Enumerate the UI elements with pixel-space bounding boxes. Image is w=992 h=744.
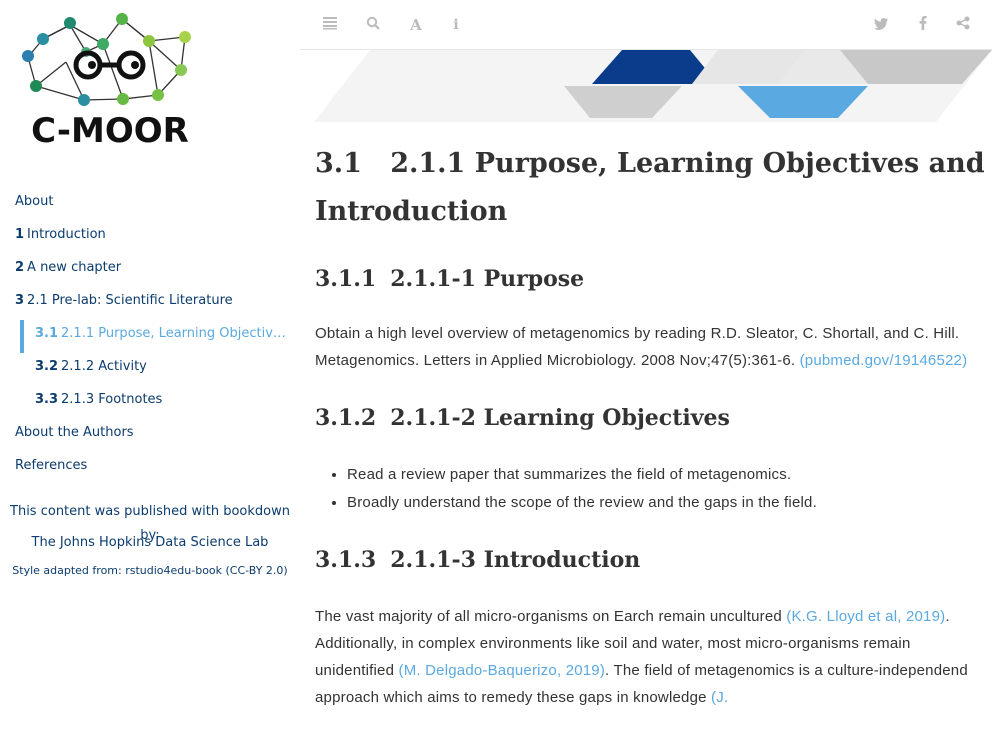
intro-text-c: . The field of metagenomics is a culture… — [315, 662, 968, 706]
toc-link[interactable]: About — [15, 194, 53, 209]
intro-text-b: . Additionally, in complex environments … — [315, 608, 950, 679]
objectives-list: Read a review paper that summarizes the … — [315, 461, 985, 517]
toc-number: 3.3 — [35, 392, 59, 407]
facebook-icon[interactable] — [913, 15, 933, 35]
toc-link[interactable]: 3.2 2.1.2 Activity — [35, 359, 147, 374]
toc-item[interactable]: References — [0, 452, 300, 485]
section-introduction-heading: 3.1.3 2.1.1-3 Introduction — [315, 547, 985, 573]
toc-label: References — [15, 458, 88, 473]
toc-item[interactable]: 3.1 2.1.1 Purpose, Learning Objectives ..… — [0, 320, 300, 353]
credits-published-by: This content was published with bookdown… — [10, 504, 290, 543]
citation-link[interactable]: (J. — [711, 689, 729, 706]
toc-label: A new chapter — [27, 260, 122, 275]
list-item: Broadly understand the scope of the revi… — [347, 489, 985, 517]
section-objectives-heading: 3.1.2 2.1.1-2 Learning Objectives — [315, 405, 985, 431]
font-icon[interactable]: A — [410, 16, 422, 34]
section-number: 3.1.3 — [315, 547, 377, 573]
pubmed-link[interactable]: (pubmed.gov/19146522) — [799, 352, 968, 369]
twitter-icon[interactable] — [871, 15, 891, 35]
purpose-paragraph: Obtain a high level overview of metageno… — [315, 320, 985, 374]
toc-label: About — [15, 194, 54, 209]
toc-item[interactable]: About — [0, 188, 300, 221]
c-moor-logo[interactable]: C-MOOR — [18, 12, 208, 152]
toc-link[interactable]: 3.3 2.1.3 Footnotes — [35, 392, 162, 407]
toc-number: 2 — [15, 260, 25, 275]
introduction-paragraph: The vast majority of all micro-organisms… — [315, 603, 985, 711]
section-title: 2.1.1-1 Purpose — [390, 266, 585, 292]
toc-item[interactable]: About the Authors — [0, 419, 300, 452]
section-number: 3.1.2 — [315, 405, 377, 431]
toc-link[interactable]: 3 2.1 Pre-lab: Scientific Literature — [15, 293, 233, 308]
toc-link[interactable]: 3.1 2.1.1 Purpose, Learning Objectives ..… — [35, 326, 291, 341]
toc-item[interactable]: 3.3 2.1.3 Footnotes — [0, 386, 300, 419]
toc-label: 2.1.2 Activity — [61, 359, 147, 374]
intro-text-a: The vast majority of all micro-organisms… — [315, 608, 787, 625]
credits-style-link[interactable]: Style adapted from: rstudio4edu-book (CC… — [12, 564, 288, 577]
list-item: Read a review paper that summarizes the … — [347, 461, 985, 489]
toc-link[interactable]: References — [15, 458, 87, 473]
toc-number: 1 — [15, 227, 25, 242]
menu-icon[interactable] — [320, 15, 340, 35]
toc-link[interactable]: 1 Introduction — [15, 227, 106, 242]
toc-item[interactable]: 1 Introduction — [0, 221, 300, 254]
main-content: 3.1 2.1.1 Purpose, Learning Objectives a… — [315, 140, 985, 711]
section-title: 2.1.1-2 Learning Objectives — [390, 405, 730, 431]
toc-label: 2.1.1 Purpose, Learning Objectives ... — [61, 326, 292, 341]
credits: This content was published with bookdown… — [0, 500, 300, 581]
toc-label: Introduction — [27, 227, 106, 242]
lloyd-citation-link[interactable]: (K.G. Lloyd et al, 2019) — [786, 608, 946, 625]
title-number: 3.1 — [315, 148, 362, 179]
info-icon[interactable]: i — [453, 17, 459, 33]
toc-link[interactable]: About the Authors — [15, 425, 134, 440]
sidebar: C-MOOR About 1 Introduction 2 A new chapter 3… — [0, 0, 300, 744]
toc-number: 3.1 — [35, 326, 59, 341]
toc-label: 2.1 Pre-lab: Scientific Literature — [27, 293, 233, 308]
table-of-contents: About 1 Introduction 2 A new chapter 3 2.1 Pre… — [0, 188, 300, 485]
toc-label: 2.1.3 Footnotes — [61, 392, 163, 407]
logo-text: C-MOOR — [31, 111, 189, 151]
toc-number: 3 — [15, 293, 25, 308]
toc-label: About the Authors — [15, 425, 134, 440]
header-banner — [314, 50, 992, 122]
purpose-text: Obtain a high level overview of metageno… — [315, 325, 960, 369]
section-number: 3.1.1 — [315, 266, 377, 292]
section-title: 2.1.1-3 Introduction — [390, 547, 641, 573]
book-toolbar: A i — [300, 0, 992, 50]
toc-item[interactable]: 3.2 2.1.2 Activity — [0, 353, 300, 386]
toc-item[interactable]: 3 2.1 Pre-lab: Scientific Literature — [0, 287, 300, 320]
title-text: 2.1.1 Purpose, Learning Objectives and I… — [315, 148, 985, 227]
share-icon[interactable] — [953, 15, 973, 35]
delgado-citation-link[interactable]: (M. Delgado-Baquerizo, 2019) — [398, 662, 606, 679]
credits-jhu-link[interactable]: The Johns Hopkins Data Science Lab — [31, 535, 269, 550]
page-title: 3.1 2.1.1 Purpose, Learning Objectives a… — [315, 140, 985, 236]
section-purpose-heading: 3.1.1 2.1.1-1 Purpose — [315, 266, 985, 292]
search-icon[interactable] — [363, 15, 383, 35]
toc-number: 3.2 — [35, 359, 59, 374]
